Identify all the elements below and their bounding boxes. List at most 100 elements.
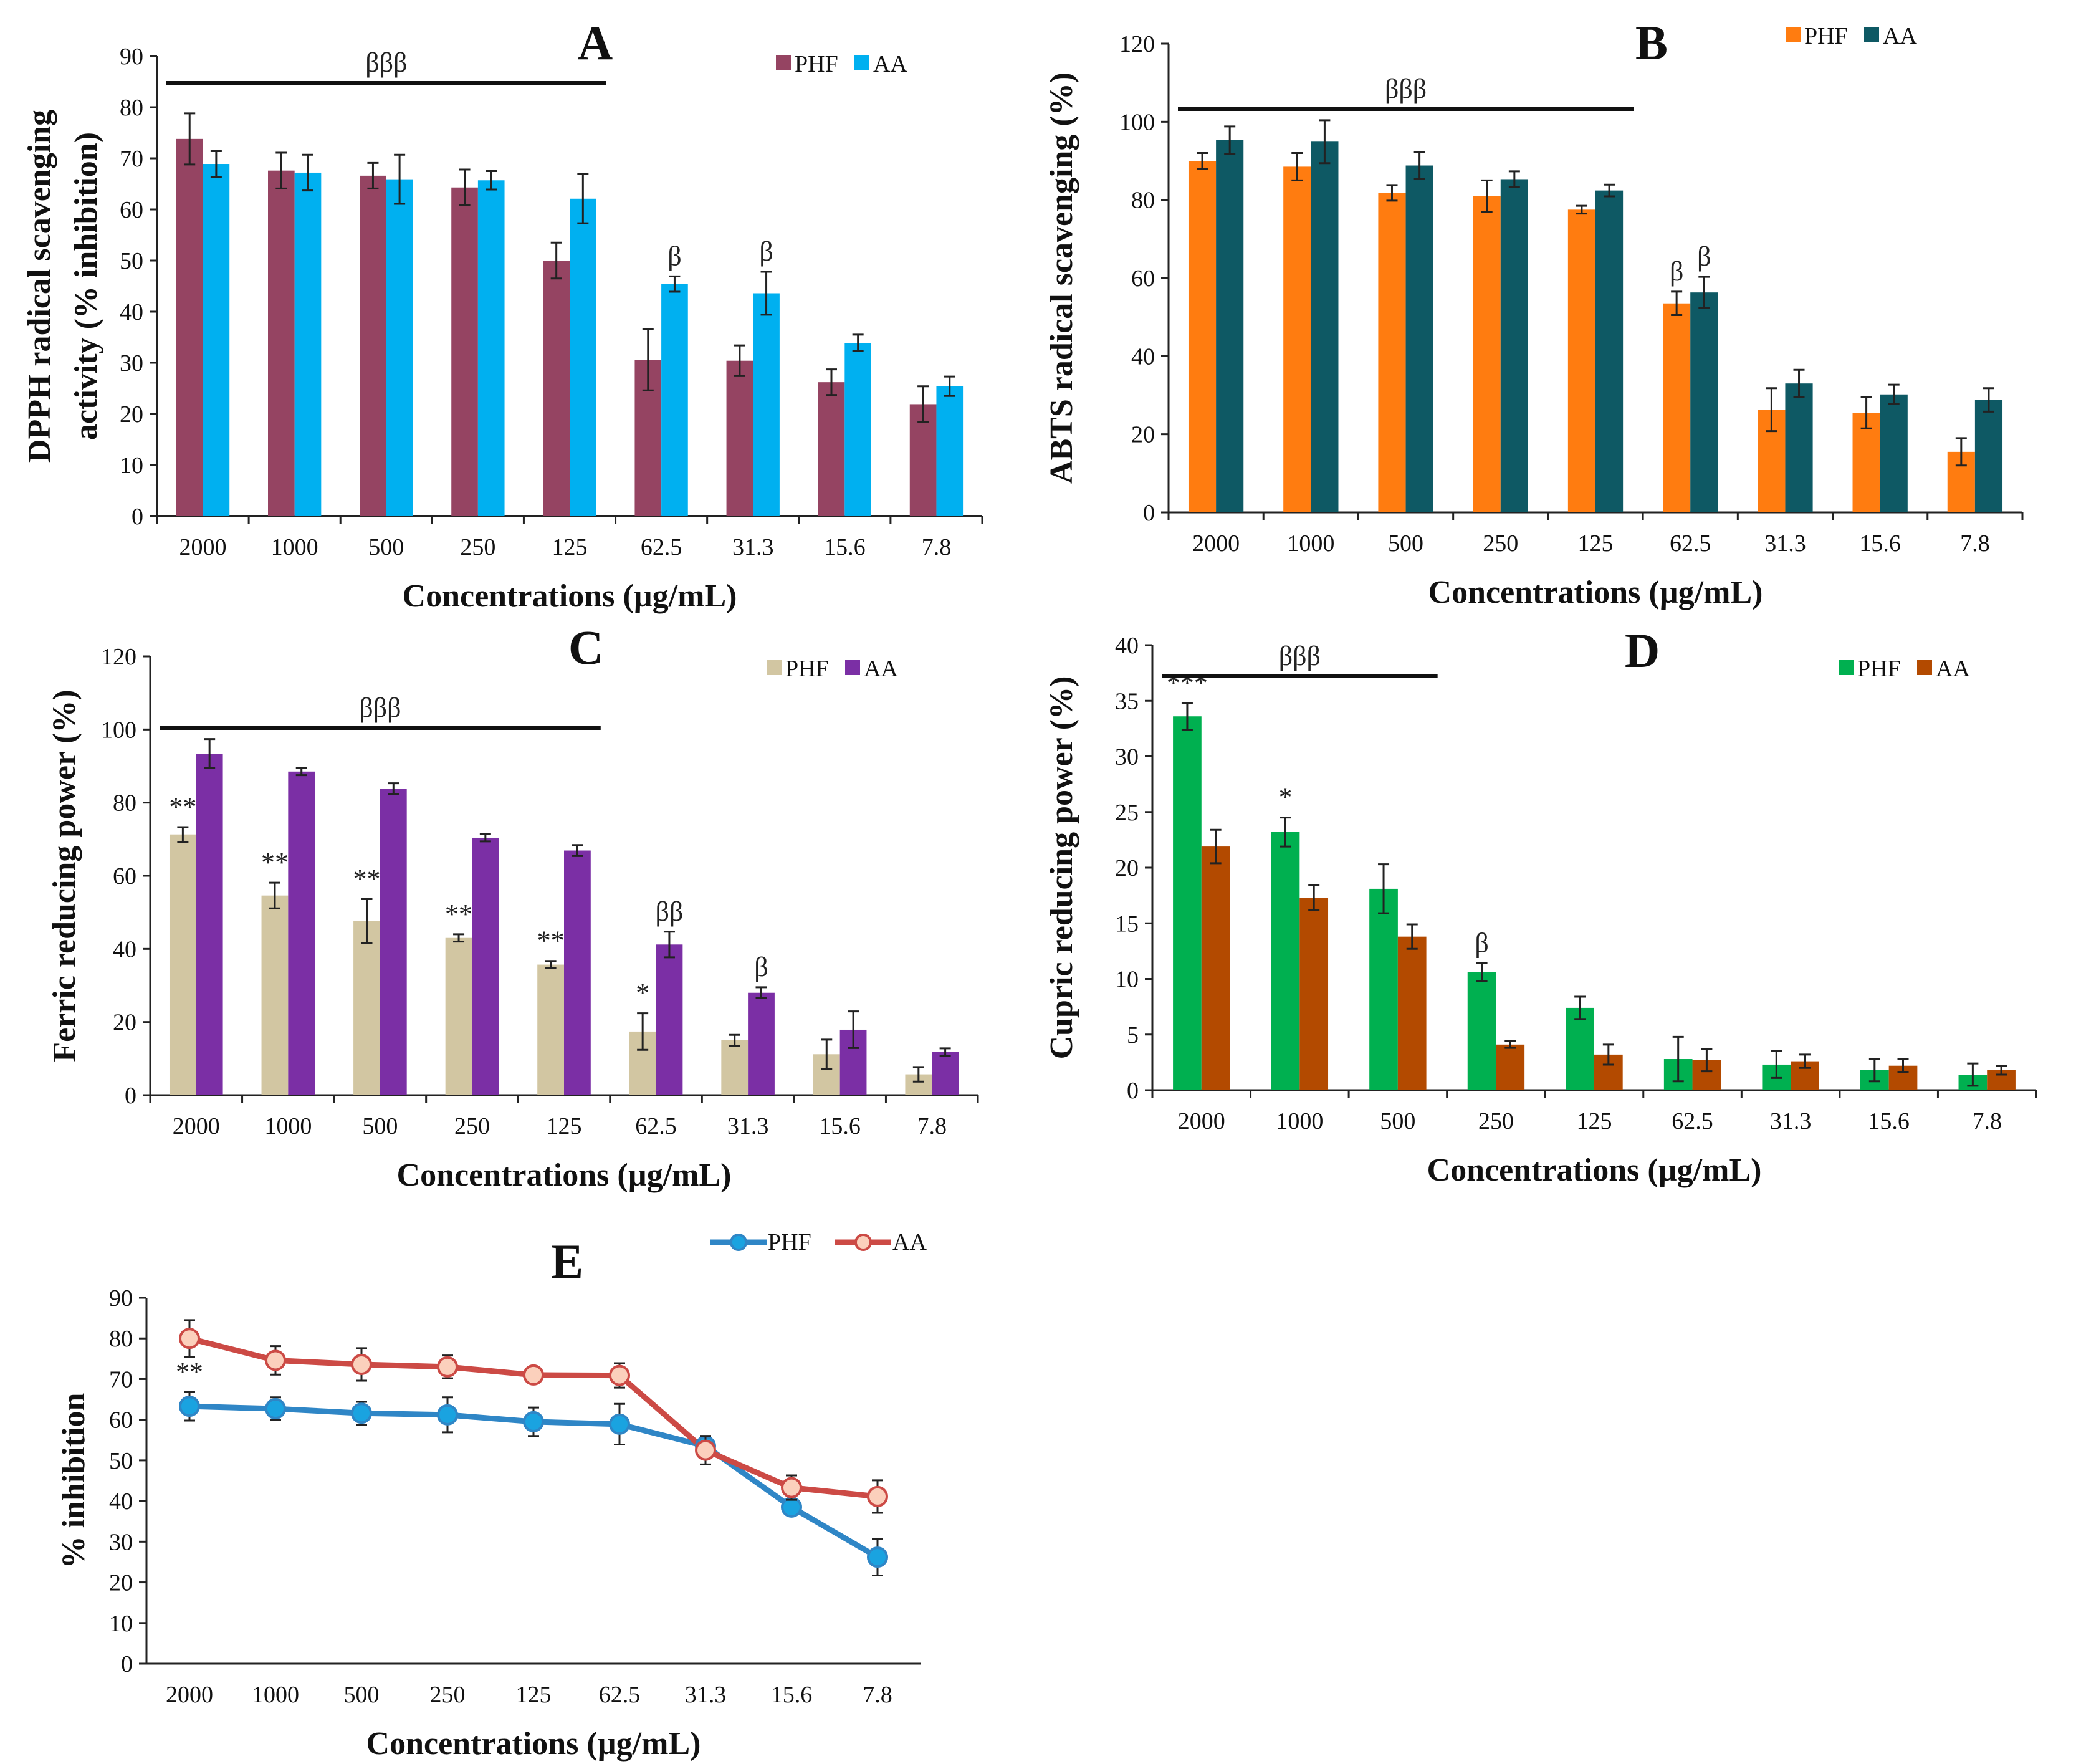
significance-label: β — [667, 241, 681, 271]
bar-aa — [386, 179, 413, 516]
y-axis-title: ABTS radical scavenging (%) — [1044, 72, 1079, 484]
x-tick-label: 250 — [454, 1113, 490, 1139]
x-axis-title: Concentrations (µg/mL) — [397, 1158, 732, 1193]
bar-aa — [1299, 898, 1329, 1090]
bar-phf — [176, 138, 203, 517]
y-tick-label: 20 — [120, 401, 143, 428]
legend-label: AA — [864, 656, 898, 682]
significance-label: β — [754, 952, 768, 982]
bar-phf — [1188, 161, 1217, 512]
x-tick-label: 500 — [344, 1682, 380, 1708]
x-tick-label: 15.6 — [1868, 1108, 1910, 1134]
bar-phf — [543, 261, 570, 516]
y-tick-label: 30 — [1115, 744, 1139, 770]
x-tick-label: 250 — [430, 1682, 466, 1708]
x-tick-label: 62.5 — [599, 1682, 641, 1708]
y-tick-label: 40 — [1115, 633, 1139, 659]
bar-aa — [1690, 292, 1718, 512]
bar-phf — [1473, 196, 1501, 512]
legend-label: PHF — [768, 1229, 811, 1255]
y-tick-label: 35 — [1115, 688, 1139, 714]
y-tick-label: 0 — [125, 1083, 136, 1109]
x-tick-label: 62.5 — [641, 534, 682, 560]
x-tick-label: 7.8 — [863, 1682, 892, 1708]
y-tick-label: 10 — [109, 1611, 133, 1637]
bar-phf — [726, 360, 753, 516]
significance-label: * — [1278, 782, 1292, 813]
x-tick-label: 250 — [460, 534, 495, 560]
significance-label: β — [759, 236, 773, 267]
legend-label: PHF — [795, 51, 838, 77]
bar-aa — [472, 837, 499, 1095]
y-tick-label: 70 — [109, 1366, 133, 1393]
y-tick-label: 20 — [1115, 855, 1139, 881]
x-tick-label: 31.3 — [685, 1682, 727, 1708]
x-tick-label: 7.8 — [1972, 1108, 2002, 1134]
legend-marker — [730, 1234, 747, 1251]
bar-phf — [261, 895, 289, 1095]
significance-label: β — [1670, 256, 1683, 287]
bar-phf — [353, 921, 380, 1095]
y-tick-label: 40 — [109, 1488, 133, 1515]
bar-aa — [1500, 179, 1528, 512]
x-tick-label: 125 — [1577, 1108, 1612, 1134]
y-tick-label: 0 — [1143, 500, 1155, 526]
bar-phf — [1378, 193, 1406, 512]
bar-aa — [288, 771, 315, 1095]
y-tick-label: 30 — [109, 1529, 133, 1555]
panel-letter: D — [1625, 623, 1660, 678]
x-tick-label: 15.6 — [771, 1682, 813, 1708]
y-tick-label: 30 — [120, 350, 143, 376]
x-tick-label: 62.5 — [1670, 530, 1711, 557]
x-tick-label: 500 — [1380, 1108, 1415, 1134]
significance-label: β — [1475, 928, 1488, 959]
marker-aa — [179, 1328, 200, 1349]
bar-phf — [1663, 303, 1691, 512]
y-tick-label: 15 — [1115, 911, 1139, 937]
bar-aa — [1880, 394, 1908, 512]
legend-swatch — [1839, 660, 1854, 675]
significance-label: ** — [169, 792, 196, 822]
legend-swatch — [854, 55, 869, 70]
y-tick-label: 5 — [1127, 1022, 1139, 1048]
x-axis-title: Concentrations (µg/mL) — [366, 1726, 701, 1762]
bar-aa — [203, 164, 230, 516]
y-tick-label: 90 — [109, 1285, 133, 1311]
y-tick-label: 0 — [132, 504, 143, 530]
bar-aa — [1496, 1044, 1525, 1090]
y-tick-label: 0 — [121, 1651, 133, 1677]
y-tick-label: 60 — [1131, 266, 1155, 292]
x-tick-label: 500 — [362, 1113, 398, 1139]
x-tick-label: 31.3 — [727, 1113, 769, 1139]
x-tick-label: 7.8 — [922, 534, 952, 560]
bar-phf — [721, 1040, 749, 1095]
marker-aa — [867, 1485, 888, 1507]
panel-letter: A — [578, 16, 613, 70]
y-tick-label: 10 — [120, 453, 143, 479]
x-tick-label: 1000 — [1287, 530, 1334, 557]
bar-aa — [1311, 141, 1339, 512]
x-tick-label: 31.3 — [732, 534, 774, 560]
significance-label: ** — [353, 864, 380, 894]
marker-phf — [437, 1404, 458, 1426]
y-axis-title: activity (% inhibition) — [69, 132, 104, 440]
bar-aa — [844, 343, 871, 516]
significance-label: *** — [1167, 668, 1208, 698]
y-tick-label: 50 — [109, 1448, 133, 1474]
bar-phf — [268, 170, 295, 516]
x-tick-label: 1000 — [271, 534, 318, 560]
marker-aa — [695, 1439, 716, 1461]
legend-swatch — [1786, 27, 1801, 42]
x-tick-label: 125 — [516, 1682, 552, 1708]
y-tick-label: 25 — [1115, 800, 1139, 826]
legend-label: AA — [1883, 23, 1917, 49]
bar-phf — [169, 834, 196, 1095]
significance-label: * — [636, 978, 649, 1009]
legend-label: AA — [873, 51, 907, 77]
x-tick-label: 2000 — [179, 534, 227, 560]
x-tick-label: 125 — [1578, 530, 1614, 557]
bar-aa — [661, 284, 688, 516]
bracket-label: βββ — [1279, 641, 1321, 671]
y-tick-label: 80 — [120, 95, 143, 121]
x-tick-label: 1000 — [252, 1682, 299, 1708]
